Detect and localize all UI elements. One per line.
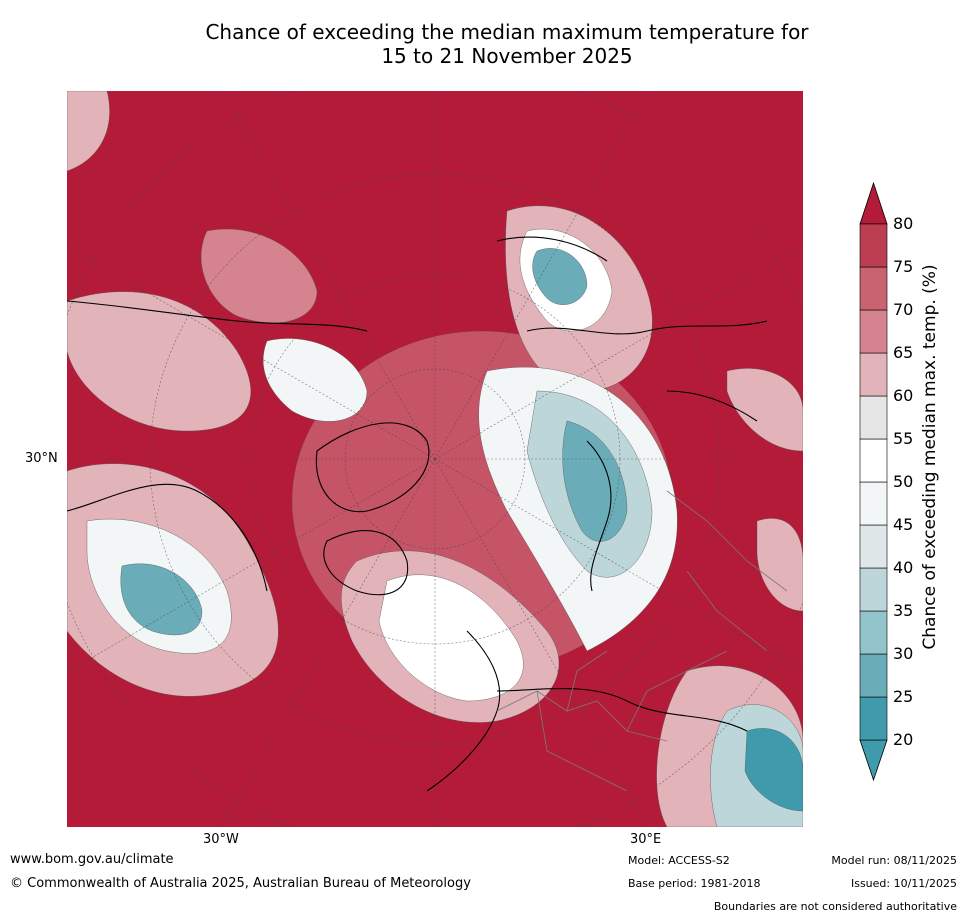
colorbar-tick-label: 25	[893, 687, 914, 706]
lon-label-30e: 30°E	[630, 832, 662, 847]
colorbar-segment	[859, 567, 888, 612]
colorbar-extend-high	[859, 181, 888, 225]
footer-copyright: © Commonwealth of Australia 2025, Austra…	[10, 876, 471, 891]
colorbar-segment	[859, 481, 888, 526]
colorbar-tick-label: 70	[893, 300, 914, 319]
colorbar-tick-label: 20	[893, 730, 914, 749]
colorbar-segment	[859, 223, 888, 268]
colorbar-tick-label: 60	[893, 386, 914, 405]
colorbar-tick-label: 35	[893, 601, 914, 620]
colorbar-extend-low	[859, 739, 888, 782]
colorbar-segment	[859, 653, 888, 698]
colorbar-tick-label: 50	[893, 472, 914, 491]
graticule	[67, 91, 803, 827]
country-boundaries	[496, 490, 788, 792]
colorbar-title: Chance of exceeding median max. temp. (%…	[920, 264, 940, 650]
colorbar-tick-label: 75	[893, 257, 914, 276]
footer-base-period: Base period: 1981-2018	[628, 877, 761, 890]
colorbar-tick-label: 40	[893, 558, 914, 577]
colorbar-segment	[859, 266, 888, 311]
colorbar-tick-label: 45	[893, 515, 914, 534]
colorbar-segment	[859, 610, 888, 655]
colorbar-segment	[859, 696, 888, 741]
title-line-2: 15 to 21 November 2025	[381, 44, 633, 68]
colorbar-tick-label: 30	[893, 644, 914, 663]
title-line-1: Chance of exceeding the median maximum t…	[205, 20, 809, 44]
lat-label-30n: 30°N	[25, 451, 58, 466]
colorbar-segment	[859, 524, 888, 569]
footer-website: www.bom.gov.au/climate	[10, 852, 174, 867]
colorbar-segment	[859, 352, 888, 397]
footer-issued: Issued: 10/11/2025	[850, 877, 957, 890]
map-canvas	[67, 91, 803, 827]
colorbar-tick-label: 55	[893, 429, 914, 448]
chart-title: Chance of exceeding the median maximum t…	[0, 20, 965, 68]
colorbar-tick-label: 80	[893, 214, 914, 233]
colorbar-tick-label: 65	[893, 343, 914, 362]
coastlines	[67, 236, 768, 792]
footer-model: Model: ACCESS-S2	[628, 854, 730, 867]
forecast-map	[67, 91, 803, 827]
footer-model-run: Model run: 08/11/2025	[831, 854, 957, 867]
colorbar-segment	[859, 395, 888, 440]
footer-disclaimer: Boundaries are not considered authoritat…	[713, 900, 957, 913]
lon-label-30w: 30°W	[203, 832, 239, 847]
probability-regions	[67, 91, 803, 827]
colorbar-segment	[859, 309, 888, 354]
colorbar-segment	[859, 438, 888, 483]
